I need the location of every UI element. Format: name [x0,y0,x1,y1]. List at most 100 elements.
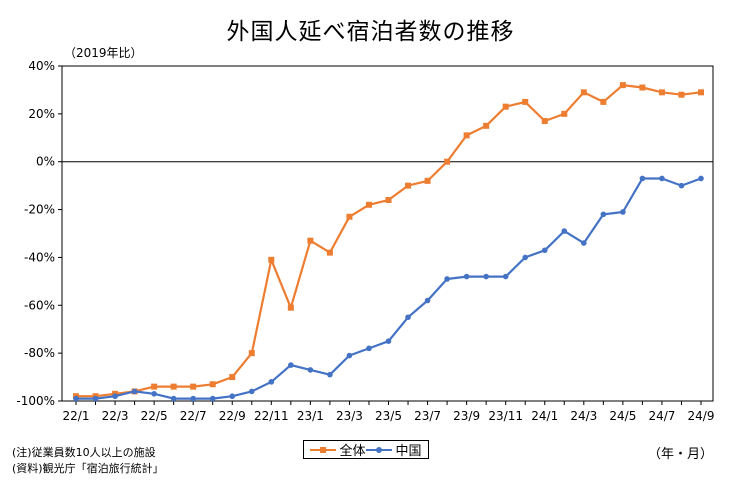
chart-title: 外国人延べ宿泊者数の推移 [226,19,515,45]
data-point-total [346,213,353,220]
x-tick-label: 24/7 [648,409,675,423]
series-line-total [76,83,702,398]
data-point-total [151,383,158,390]
x-tick-label: 24/3 [570,409,597,423]
y-tick-label: 20% [28,107,55,121]
y-tick-label: 0% [36,155,55,169]
data-point-china [346,352,353,359]
data-point-china [170,395,177,402]
legend-item-total: 全体 [310,440,366,459]
legend-label-total: 全体 [339,444,366,459]
data-point-china [405,314,411,321]
data-point-china [502,273,509,280]
data-point-total [209,381,216,388]
data-point-china [659,175,665,182]
data-point-china [444,276,450,282]
data-point-china [248,388,255,395]
data-point-china [229,393,236,400]
data-point-china [463,273,470,280]
data-point-total [190,383,197,390]
data-point-china [131,388,138,395]
data-point-total [502,103,509,110]
legend-swatch-total [310,446,337,453]
data-point-china [541,247,548,254]
x-tick-label: 23/3 [336,409,363,423]
y-tick-label: 40% [28,59,55,73]
data-point-china [424,297,431,304]
x-tick-label: 22/1 [63,409,90,423]
legend-label-china: 中国 [395,444,422,459]
data-point-china [327,371,333,378]
x-tick-label: 22/3 [102,409,129,423]
data-point-total [385,197,392,203]
data-point-total [268,256,275,263]
plot-area-frame [61,65,714,402]
data-point-total [522,98,529,105]
data-point-china [268,379,275,385]
data-point-china [73,395,79,402]
x-tick-label: 23/5 [375,409,402,423]
footnote-source: (資料)観光庁「宿泊旅行統計」 [12,462,164,475]
data-point-total [365,201,372,208]
legend-item-china: 中国 [366,440,422,459]
y-tick-label: -60% [24,298,55,312]
x-tick-label: 22/7 [180,409,207,423]
data-point-china [366,345,372,352]
x-axis-period-label: （年・月） [648,447,714,462]
data-point-china [151,391,157,397]
y-tick-label: -40% [24,250,55,264]
data-point-china [385,338,392,344]
data-point-china [112,393,118,400]
x-tick-label: 23/1 [297,409,324,423]
legend: 全体 中国 [303,440,429,459]
data-point-total [229,374,236,381]
data-point-china [483,273,489,280]
x-tick-label: 23/11 [488,409,523,423]
series-line-china [76,177,702,400]
data-point-china [209,395,216,402]
data-point-total [307,237,314,244]
data-point-china [639,175,646,182]
data-point-china [698,175,704,182]
data-point-china [678,182,685,189]
data-point-china [581,240,587,246]
x-tick-label: 24/1 [531,409,558,423]
data-point-total [170,383,177,390]
data-point-total [424,177,431,184]
y-axis-unit-label: （2019年比） [64,46,143,60]
data-point-total [600,98,607,105]
y-tick-label: -80% [24,346,55,360]
data-point-china [92,395,99,402]
x-tick-label: 23/7 [414,409,441,423]
footnote-note: (注)従業員数10人以上の施設 [12,446,156,459]
data-point-total [326,249,333,256]
data-point-total [405,182,412,189]
data-point-china [288,362,294,368]
data-point-china [600,211,607,218]
data-point-total [619,82,626,89]
data-point-total [580,89,587,96]
y-tick-label: -100% [16,394,55,408]
data-point-total [658,89,665,96]
y-tick-label: -20% [24,203,55,217]
x-tick-label: 24/5 [609,409,636,423]
data-point-total [483,122,490,129]
data-point-total [248,350,255,357]
data-point-total [678,91,685,98]
data-point-total [561,110,568,117]
data-point-china [307,367,314,373]
data-point-total [463,132,470,139]
data-point-total [287,304,294,311]
legend-swatch-china [366,446,393,453]
x-tick-label: 22/9 [219,409,246,423]
data-point-china [522,254,529,261]
data-point-total [541,118,548,125]
x-tick-label: 22/5 [141,409,168,423]
data-point-total [444,158,451,165]
data-point-china [561,228,568,234]
data-point-total [639,84,646,91]
data-point-china [620,209,626,215]
data-point-total [698,89,704,96]
x-tick-label: 24/9 [688,409,715,423]
